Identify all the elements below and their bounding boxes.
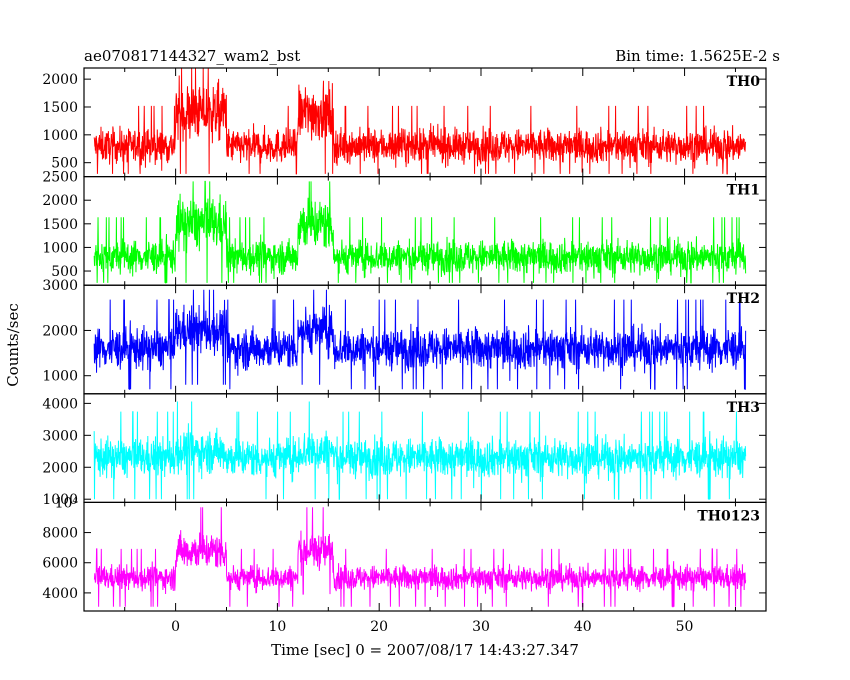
y-tick-label: 3000 <box>42 428 78 444</box>
y-tick-label: 4000 <box>42 586 78 602</box>
series-line-th1 <box>93 180 747 284</box>
y-top-label: 10⁴ <box>55 495 79 511</box>
panel-label-th2: TH2 <box>727 291 760 307</box>
y-tick-label: 500 <box>51 156 78 172</box>
x-tick-label: 40 <box>574 619 592 635</box>
bin-time-label: Bin time: 1.5625E-2 s <box>615 47 780 65</box>
series-line-th0123 <box>93 507 747 608</box>
y-top-label: 3000 <box>42 278 78 294</box>
y-tick-label: 1000 <box>42 492 78 508</box>
y-tick-label: 1000 <box>42 240 78 256</box>
y-tick-label: 2000 <box>42 323 78 339</box>
y-tick-label: 500 <box>51 264 78 280</box>
y-top-label: 2500 <box>42 170 78 186</box>
chart-title: ae070817144327_wam2_bst <box>84 47 300 65</box>
y-tick-label: 1500 <box>42 217 78 233</box>
y-tick-label: 1000 <box>42 128 78 144</box>
y-tick-label: 2000 <box>42 460 78 476</box>
y-tick-label: 2000 <box>42 72 78 88</box>
y-tick-label: 6000 <box>42 556 78 572</box>
y-axis-label: Counts/sec <box>4 303 22 387</box>
panel-frame-th0123 <box>83 501 767 612</box>
panel-label-th1: TH1 <box>727 183 760 199</box>
panels-group: TH0500100015002000TH15001000150020002500… <box>42 67 767 635</box>
x-tick-label: 20 <box>370 619 388 635</box>
panel-label-th0: TH0 <box>727 74 761 90</box>
x-tick-label: 10 <box>268 619 286 635</box>
x-axis-label: Time [sec] 0 = 2007/08/17 14:43:27.347 <box>271 641 579 659</box>
y-tick-label: 1000 <box>42 369 78 385</box>
series-line-th3 <box>93 401 747 500</box>
y-tick-label: 1500 <box>42 100 78 116</box>
series-line-th2 <box>93 289 747 390</box>
y-tick-label: 2000 <box>42 193 78 209</box>
x-tick-label: 30 <box>472 619 490 635</box>
y-tick-label: 8000 <box>42 526 78 542</box>
series-line-th0 <box>93 68 747 175</box>
y-tick-label: 4000 <box>42 396 78 412</box>
x-tick-label: 50 <box>676 619 694 635</box>
panel-label-th3: TH3 <box>727 400 760 416</box>
x-tick-label: 0 <box>171 619 180 635</box>
panel-label-th0123: TH0123 <box>697 508 760 524</box>
